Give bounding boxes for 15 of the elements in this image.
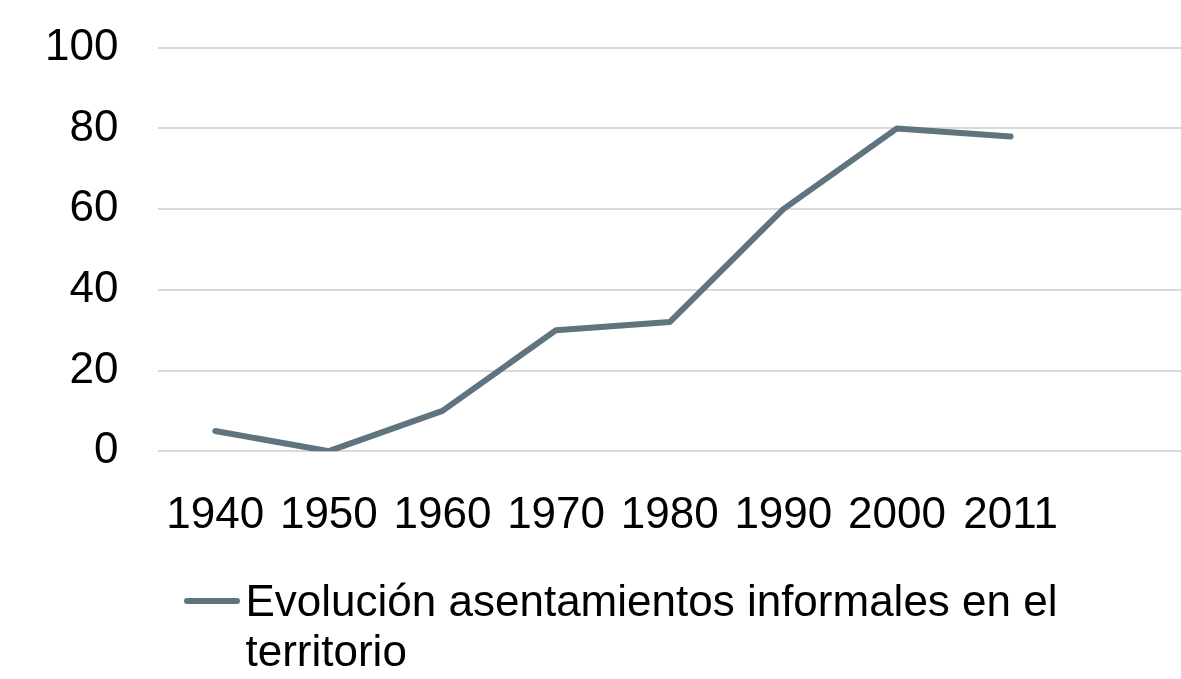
y-tick-label: 40 bbox=[69, 261, 119, 311]
x-tick-label: 1950 bbox=[279, 487, 378, 537]
y-tick-label: 80 bbox=[69, 100, 119, 150]
x-tick-label: 2011 bbox=[963, 487, 1058, 537]
y-tick-label: 100 bbox=[44, 19, 119, 69]
x-tick-label: 1990 bbox=[734, 487, 833, 537]
y-tick-label: 20 bbox=[69, 342, 119, 392]
x-tick-label: 1940 bbox=[166, 487, 265, 537]
y-tick-label: 60 bbox=[69, 181, 119, 231]
x-tick-label: 2000 bbox=[848, 487, 946, 537]
x-tick-label: 1980 bbox=[620, 487, 719, 537]
x-tick-label: 1970 bbox=[507, 487, 606, 537]
legend-label: Evolución asentamientos informales en el territorio bbox=[245, 576, 1059, 676]
x-tick-label: 1960 bbox=[393, 487, 492, 537]
y-tick-label: 0 bbox=[93, 423, 119, 473]
